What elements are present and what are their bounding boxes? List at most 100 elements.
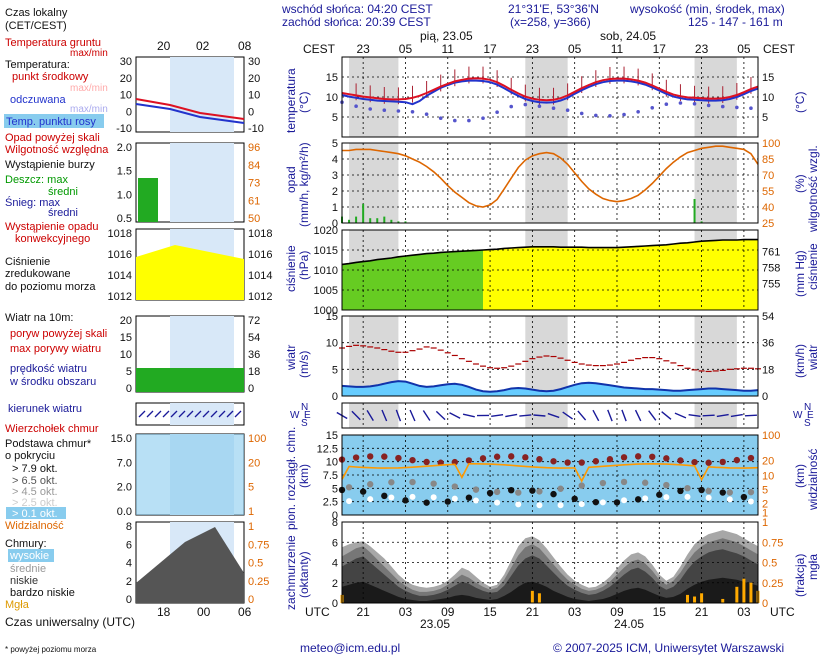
wind-arrow-icon: [422, 410, 431, 421]
legend-wind-arrow-icon: [146, 410, 154, 418]
wind-axis-unit: (m/s): [297, 351, 311, 378]
legend-storm: Wystąpienie burzy: [5, 159, 95, 171]
legend-column: Czas lokalny (CET/CEST) 20 02 08 Tempera…: [4, 7, 252, 654]
legend-rain-mid: średni: [48, 186, 78, 198]
legend-utc-tick-1: 18: [157, 605, 171, 619]
legend-felt-line: [135, 103, 245, 124]
legend-pressure-panel-tick-right: 1014: [248, 270, 272, 282]
visibility-axis-unit: (km): [793, 464, 807, 488]
legend-precip-above: Opad powyżej skali: [5, 132, 100, 144]
cloud-base-marker: [578, 501, 585, 508]
cloud-base-marker: [677, 487, 684, 495]
rain-bar: [693, 199, 696, 223]
cest-hour-tick: 05: [399, 42, 413, 56]
legend-precip-panel-tick-left: 0.5: [117, 213, 132, 225]
cloud-base-marker: [536, 488, 543, 495]
legend-wind-panel-tick-left: 15: [120, 332, 132, 344]
legend-ground-maxmin: max/min: [70, 48, 108, 59]
pressure-axis-unit-right: (mm Hg): [793, 250, 807, 297]
legend-cloudbase-panel-tick-right: 100: [248, 433, 266, 445]
cest-hour-tick: 11: [442, 42, 455, 56]
pressure-panel: 1000 1005 1010 1015 1020 755 758 761: [314, 225, 781, 317]
fog-tick-right: 0.5: [762, 558, 777, 570]
cloud-base-marker: [698, 486, 705, 494]
pressure-axis-unit: (hPa): [297, 251, 311, 280]
fog-tick-right: 0: [762, 598, 768, 610]
legend-temperature: Temperatura:: [5, 59, 70, 71]
svg-text:N: N: [301, 402, 308, 413]
fog-bar: [685, 594, 689, 603]
legend-temp-panel-tick-left: 10: [120, 90, 132, 102]
contact-email-link[interactable]: meteo@icm.edu.pl: [300, 641, 401, 655]
cloud-base-marker: [508, 486, 515, 494]
legend-cover-1: > 7.9 okt.: [12, 463, 58, 475]
pressure-panel-border: [341, 229, 759, 311]
cloud-cover-tick-left: 4: [332, 558, 338, 570]
legend-felt-maxmin: max/min: [70, 104, 108, 115]
rain-bar: [383, 216, 386, 223]
cloud-base-marker: [346, 498, 353, 505]
cloud-base-marker: [493, 488, 501, 496]
legend-temp-midpoint: punkt środkowy: [12, 71, 89, 83]
cloud-top-marker: [395, 454, 402, 462]
cloud-top-marker: [747, 454, 755, 462]
cloud-cover-panel-border: [341, 521, 759, 604]
legend-local-time-zone: (CET/CEST): [5, 20, 67, 32]
dew-point-marker: [438, 116, 443, 120]
cloud-top-marker: [352, 454, 360, 461]
visibility-tick-right: 100: [762, 430, 780, 442]
wind-arrow-icon: [577, 410, 587, 421]
day1-utc-label: 23.05: [420, 617, 450, 631]
cest-hour-tick: 05: [568, 42, 582, 56]
temperature-tick-right: 5: [762, 112, 768, 124]
legend-wind-arrow-icon: [178, 410, 186, 418]
utc-label-right: UTC: [770, 605, 795, 619]
cloud-base-marker: [345, 484, 353, 491]
legend-pressure-panel-tick-left: 1016: [108, 249, 132, 261]
temp-axis-unit: (°C): [297, 92, 311, 113]
legend-precip-panel-night-band: [170, 143, 234, 222]
legend-cover-panel-tick-left: 8: [126, 521, 132, 533]
cloud-base-marker: [747, 498, 754, 505]
legend-local-time: Czas lokalny: [5, 7, 68, 19]
dew-point-marker: [565, 108, 570, 112]
legend-wind-fill: [136, 368, 244, 392]
pressure-axis-title-right: ciśnienie: [806, 243, 820, 290]
dew-point-marker: [579, 111, 584, 116]
legend-cover-2: > 6.5 okt.: [12, 475, 58, 487]
cloud-base-marker: [641, 479, 649, 486]
cloud-base-tick-left: 12.5: [317, 443, 338, 455]
cloud-top-marker: [677, 457, 684, 464]
wind-arrow-icon: [547, 412, 560, 419]
pressure-tick-left: 1015: [314, 245, 338, 257]
pressure-fill-yellow: [483, 239, 758, 310]
precipitation-panel-night-band: [694, 143, 737, 223]
legend-wind-panel-tick-left: 5: [126, 366, 132, 378]
dew-point-marker: [664, 102, 669, 106]
legend-utc-tick-3: 06: [238, 605, 252, 619]
legend-convective-2: konwekcyjnego: [15, 233, 90, 245]
altitude-values: 125 - 147 - 161 m: [688, 15, 783, 29]
humidity-tick-right: 85: [762, 154, 774, 166]
legend-wind-panel-tick-left: 20: [120, 315, 132, 327]
wind-axis-unit-right: (km/h): [793, 344, 807, 378]
wind-arrow-icon: [449, 412, 461, 419]
dew-point-marker: [368, 107, 373, 111]
cloud-base-tick-left: 5: [332, 483, 338, 495]
wind-arrow-icon: [366, 410, 374, 421]
svg-text:S: S: [301, 418, 308, 429]
utc-hour-tick: 21: [356, 605, 370, 619]
cloud-base-marker: [599, 479, 607, 487]
cloud-top-marker: [381, 453, 388, 460]
rain-bar: [362, 203, 365, 223]
cloud-base-marker: [740, 493, 748, 501]
legend-pressure-panel: 1018 1016 1014 1012 1018 1016 1014 1012: [108, 228, 273, 303]
legend-wind-arrow-icon: [210, 410, 218, 418]
legend-direction-panel-night-band: [170, 403, 234, 425]
legend-precip-panel-tick-right: 84: [248, 160, 260, 172]
legend-cover-panel-tick-right: 0.5: [248, 558, 263, 570]
cest-hour-ticks: 23 05 11 17 23 05 11 17 23 05: [356, 42, 750, 56]
legend-cover-4: > 2.5 okt.: [12, 497, 58, 509]
cloud-base-marker: [620, 478, 628, 486]
wind-direction-panel-border: [341, 402, 759, 429]
